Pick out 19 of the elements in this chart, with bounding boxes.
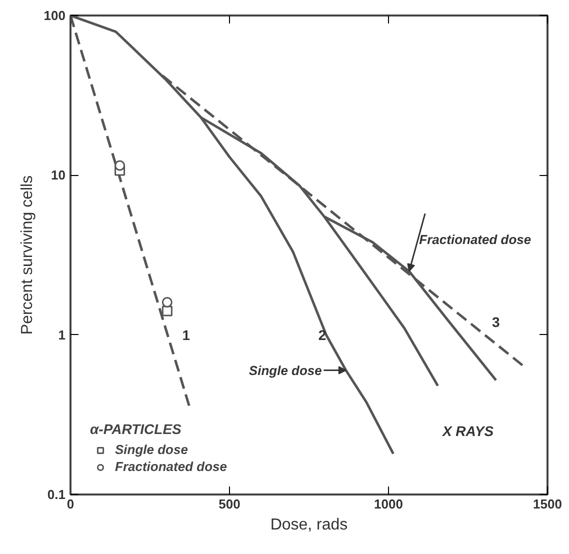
x-tick-label: 1000: [374, 496, 403, 512]
annotation: Fractionated dose: [419, 232, 532, 247]
annotation: 1: [182, 326, 190, 343]
x-tick-label: 1500: [533, 496, 562, 512]
legend-label: Single dose: [115, 442, 188, 457]
annotation: 2: [318, 326, 326, 343]
y-tick-label: 1: [58, 327, 66, 342]
x-axis-title: Dose, rads: [270, 516, 348, 534]
annotation: 3: [492, 314, 500, 330]
annotation: Single dose: [248, 362, 322, 378]
y-tick-label: 10: [51, 168, 66, 183]
legend-title: α-PARTICLES: [90, 421, 182, 437]
y-axis-title: Percent surviving cells: [18, 175, 36, 335]
y-tick-label: 0.1: [47, 487, 66, 502]
x-tick-label: 0: [66, 496, 74, 512]
annotation: X RAYS: [441, 422, 494, 439]
x-tick-label: 500: [218, 496, 240, 512]
legend-label: Fractionated dose: [115, 459, 227, 474]
y-tick-label: 100: [44, 8, 66, 23]
